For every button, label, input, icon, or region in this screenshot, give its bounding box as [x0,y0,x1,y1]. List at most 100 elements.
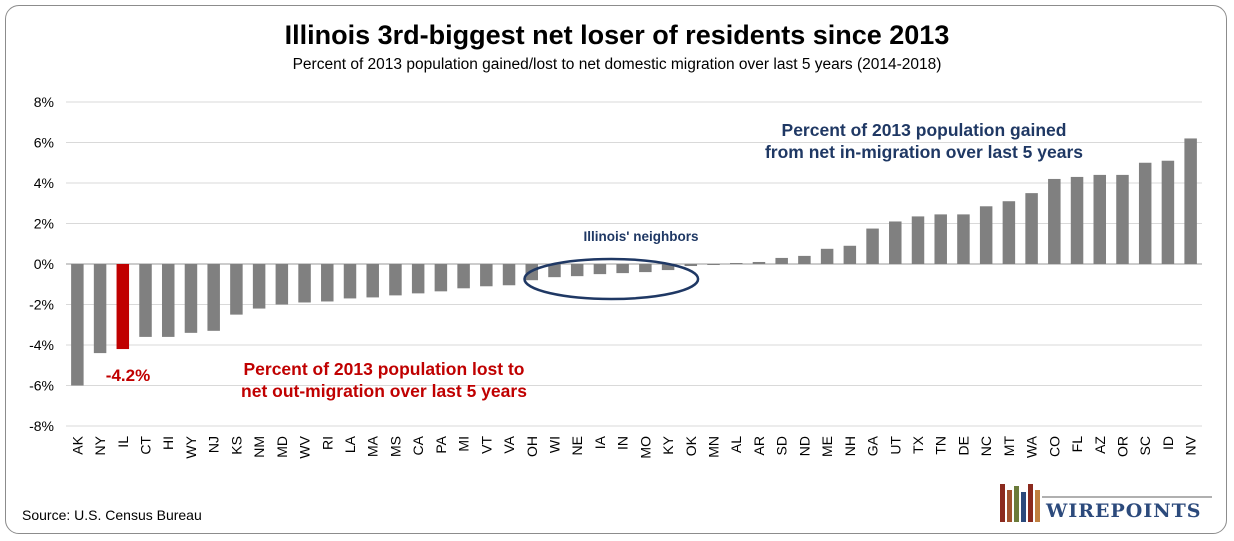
bar-ri [321,264,334,302]
x-tick-label: OR [1114,436,1130,457]
x-tick-label: AL [728,436,744,453]
bar-ks [230,264,243,315]
bar-ne [570,264,584,277]
x-tick-label: MO [637,436,653,459]
bar-nm [252,264,266,309]
x-tick-label: NJ [206,436,222,453]
bar-sc [1138,162,1152,264]
x-tick-label: CA [410,435,426,455]
bar-in [616,264,629,274]
x-tick-label: NC [978,436,994,456]
chart-title: Illinois 3rd-biggest net loser of reside… [284,20,950,50]
x-tick-label: NV [1183,435,1199,455]
bar-wa [1025,193,1038,264]
bar-ma [366,264,379,298]
x-tick-label: WV [297,435,313,458]
y-tick-label: -6% [29,378,54,394]
x-tick-label: OK [683,435,699,456]
x-tick-label: NM [251,436,267,458]
bar-or [1116,174,1129,264]
x-tick-label: ID [1160,436,1176,450]
bar-ga [866,228,879,264]
x-tick-label: SD [774,436,790,455]
bar-la [343,264,357,299]
bar-wy [184,264,198,333]
x-tick-label: RI [319,436,335,450]
bar-ok [684,264,698,267]
bar-mt [1002,201,1016,264]
bar-va [502,264,516,286]
bar-ca [411,264,425,294]
x-tick-label: ND [796,436,812,456]
illinois-value-label: -4.2% [106,366,150,385]
x-tick-label: PA [433,435,449,453]
wirepoints-logo-icon [1000,484,1212,522]
chart-subtitle: Percent of 2013 population gained/lost t… [292,56,942,73]
x-tick-label: MI [456,436,472,452]
gained-annotation-line1: Percent of 2013 population gained [782,120,1067,140]
x-tick-label: OH [524,436,540,457]
bar-tx [911,216,925,264]
x-tick-label: WI [546,436,562,453]
y-tick-label: -4% [29,337,54,353]
x-tick-label: WY [183,435,199,458]
x-tick-label: CO [1046,436,1062,457]
bar-ak [71,264,84,386]
bar-hi [161,264,175,337]
x-tick-label: MT [1001,436,1017,457]
bar-co [1048,178,1061,264]
bar-ny [93,264,107,354]
y-tick-label: 6% [34,135,54,151]
x-tick-label: NE [569,436,585,455]
bar-nj [207,264,220,331]
logo-text: WIREPOINTS [1046,500,1202,522]
bar-il [116,264,130,350]
x-axis-labels: AK NY IL CT HI WY NJ KS NM MD WV RI LA MA MS CA PA MI VT VA… [69,435,1198,458]
x-tick-label: LA [342,435,358,453]
x-tick-label: MS [387,436,403,457]
y-tick-label: 0% [34,256,54,272]
bar-wv [298,264,311,303]
x-tick-label: AK [69,435,85,454]
lost-annotation-line1: Percent of 2013 population lost to [243,359,524,379]
x-tick-label: SC [1137,436,1153,455]
x-tick-label: HI [160,436,176,450]
lost-annotation-line2: net out-migration over last 5 years [241,381,527,401]
bar-vt [480,264,493,287]
neighbors-ellipse [523,257,700,301]
x-tick-label: TX [910,435,926,454]
x-tick-label: MA [365,435,381,457]
x-tick-label: IA [592,435,608,449]
bar-wi [548,264,561,278]
y-tick-label: 2% [34,216,54,232]
y-tick-label: 4% [34,175,54,191]
x-tick-label: IL [115,436,131,448]
bar-mo [639,264,652,273]
x-tick-label: VT [478,436,494,454]
y-axis: -8% -6% -4% -2% 0% 2% 4% 6% 8% [29,94,54,434]
bar-ms [389,264,402,296]
bar-tn [934,214,947,264]
bars [71,138,1197,386]
x-tick-label: GA [865,435,881,456]
x-tick-label: CT [138,436,154,455]
annotations: Percent of 2013 population gained from n… [106,120,1083,401]
bar-fl [1070,176,1084,264]
bar-ar [752,261,766,264]
x-tick-label: MN [706,436,722,458]
bar-me [820,248,834,264]
x-tick-label: AZ [1092,436,1108,454]
x-tick-label: KY [660,435,676,454]
x-tick-label: ME [819,436,835,457]
bar-nh [843,245,857,264]
bar-az [1093,174,1107,264]
bar-de [957,214,970,264]
bar-nd [798,255,811,264]
x-tick-label: NY [92,435,108,455]
x-tick-label: TN [933,436,949,455]
x-tick-label: NH [842,436,858,456]
bar-ia [593,264,607,275]
bar-nc [979,206,993,264]
bar-mi [457,264,470,289]
